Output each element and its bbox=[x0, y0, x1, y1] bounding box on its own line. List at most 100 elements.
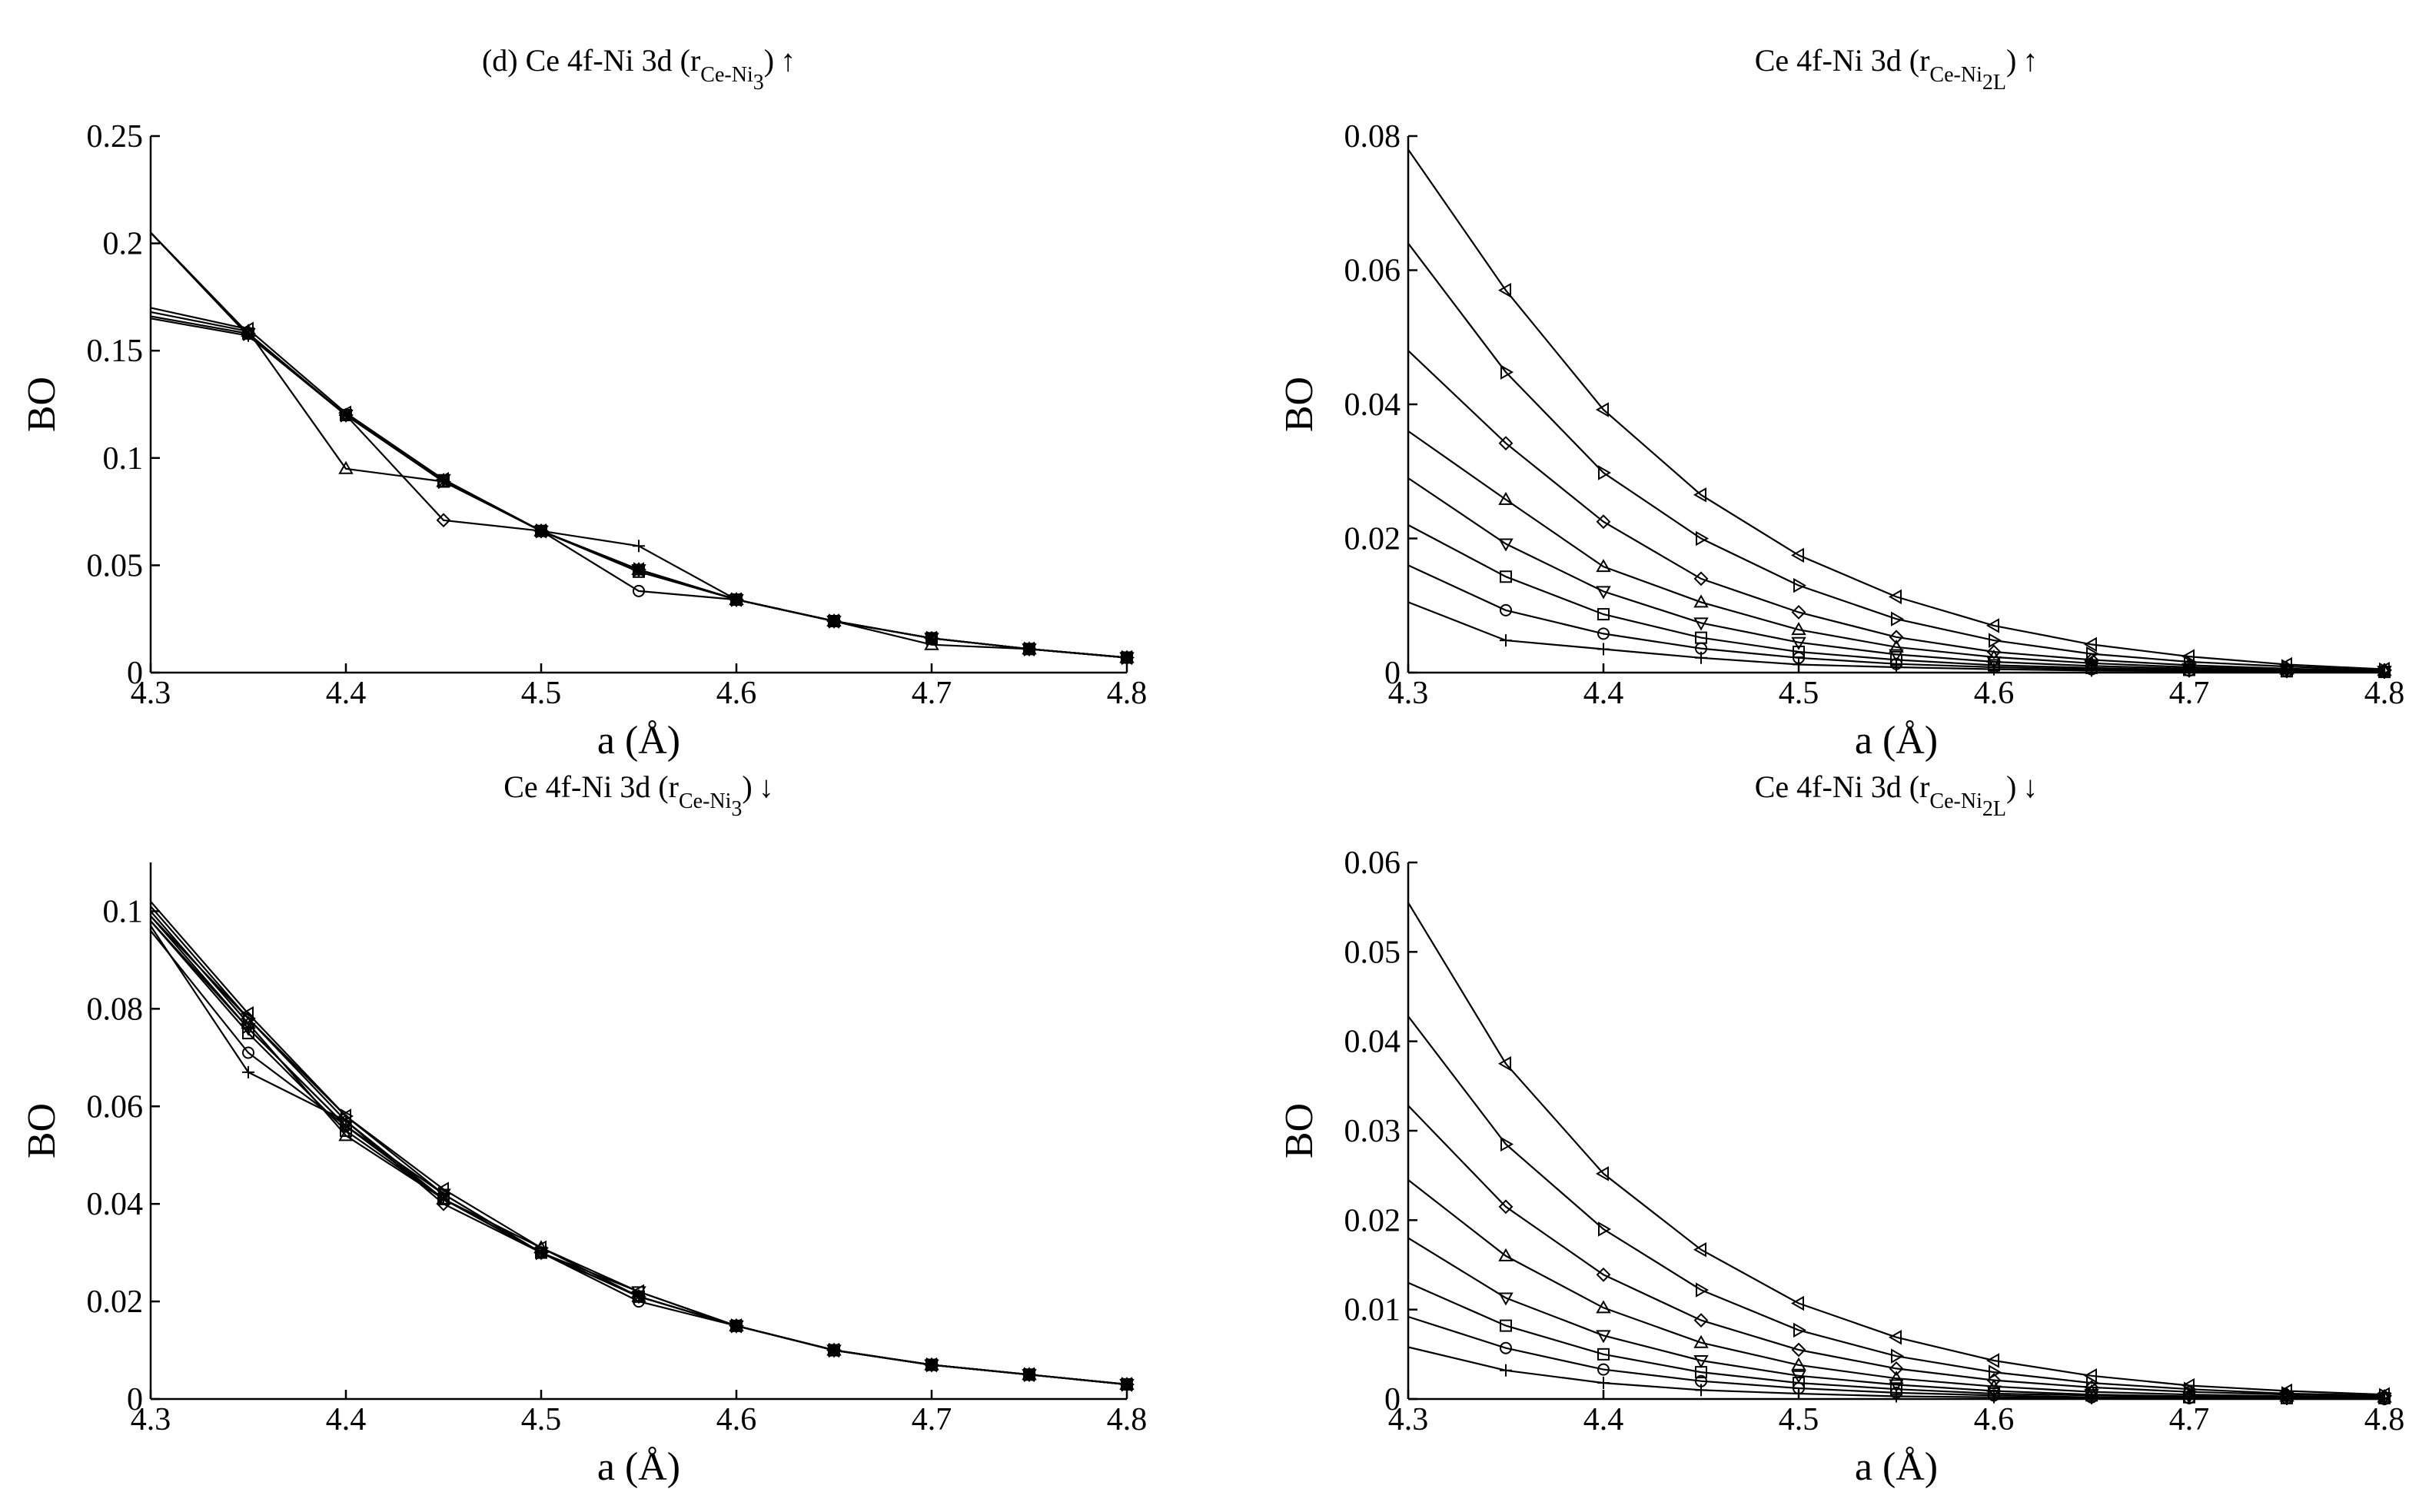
data-point bbox=[828, 1344, 840, 1357]
title-suffix: ) bbox=[742, 769, 752, 804]
y-tick-label: 0.02 bbox=[1344, 522, 1401, 557]
y-tick-label: 0.1 bbox=[103, 894, 144, 929]
series-line bbox=[150, 231, 1128, 659]
data-point bbox=[1597, 608, 1610, 621]
y-tick-label: 0.08 bbox=[87, 992, 144, 1027]
series-line bbox=[1407, 1179, 2385, 1398]
series-line bbox=[150, 311, 1128, 659]
data-point bbox=[1793, 1322, 1807, 1338]
series-s5 bbox=[150, 311, 1135, 663]
data-point bbox=[730, 1319, 743, 1332]
data-point bbox=[1696, 1282, 1710, 1298]
x-tick-label: 4.7 bbox=[912, 676, 952, 711]
series-line bbox=[150, 901, 1128, 1386]
series-line bbox=[150, 930, 1128, 1386]
data-point bbox=[2181, 649, 2195, 664]
data-point bbox=[2083, 1368, 2097, 1384]
x-tick-label: 4.4 bbox=[1583, 1402, 1624, 1437]
data-point bbox=[2086, 646, 2100, 662]
y-tick-label: 0.02 bbox=[1344, 1203, 1401, 1238]
x-tick-label: 4.7 bbox=[2169, 676, 2210, 711]
series-line bbox=[150, 315, 1128, 659]
series-s1 bbox=[150, 925, 1133, 1391]
y-tick-label: 0.06 bbox=[87, 1089, 144, 1125]
data-point bbox=[1985, 618, 1999, 633]
data-point bbox=[1693, 1334, 1709, 1348]
data-point bbox=[1597, 1363, 1610, 1376]
data-point bbox=[535, 1246, 547, 1259]
series-line bbox=[1407, 1015, 2385, 1397]
data-point bbox=[340, 1119, 352, 1132]
data-point bbox=[1889, 649, 1904, 663]
data-point bbox=[1889, 639, 1904, 653]
series-s8 bbox=[1407, 148, 2390, 677]
series-line bbox=[150, 916, 1128, 1386]
data-point bbox=[435, 1181, 449, 1197]
x-axis-label: a (Å) bbox=[1855, 719, 1938, 763]
series-line bbox=[150, 307, 1128, 659]
x-tick-label: 4.5 bbox=[1779, 1402, 1819, 1437]
chart-panel-bottom-right: 4.3 4.4 4.5 4.6 4.7 4.8 0 0.01 0.02 0.03 0.04 0.05 0… bbox=[1278, 769, 2404, 1489]
series-s8 bbox=[1407, 902, 2390, 1402]
y-tick-label: 0.01 bbox=[1344, 1293, 1401, 1328]
y-axis-label: BO bbox=[1278, 377, 1321, 432]
x-axis-label: a (Å) bbox=[1855, 1445, 1938, 1489]
data-point bbox=[1693, 487, 1706, 503]
series-line bbox=[150, 910, 1128, 1386]
x-tick-label: 4.6 bbox=[716, 676, 757, 711]
data-point bbox=[242, 329, 254, 342]
x-tick-label: 4.8 bbox=[2364, 1402, 2405, 1437]
chart-title: (d) Ce 4f-Ni 3d (rCe-Ni3) ↑ bbox=[482, 43, 796, 95]
data-point bbox=[1121, 1377, 1133, 1391]
series-s9 bbox=[150, 231, 1133, 664]
chart-panel-bottom-left: 4.3 4.4 4.5 4.6 4.7 4.8 0 0.02 0.04 0.06 0.08 0.1 a … bbox=[20, 769, 1147, 1489]
data-point bbox=[925, 1358, 938, 1371]
data-point bbox=[1889, 1361, 1904, 1376]
title-suffix: ) bbox=[2006, 43, 2016, 78]
series-line bbox=[1407, 148, 2385, 670]
title-arrow: ↓ bbox=[759, 769, 774, 804]
series-s6 bbox=[150, 231, 1135, 665]
data-point bbox=[1791, 1370, 1806, 1384]
data-point bbox=[2278, 656, 2292, 673]
data-point bbox=[1498, 1199, 1514, 1215]
data-point bbox=[1498, 1292, 1514, 1306]
data-point bbox=[242, 1065, 254, 1078]
series-s9 bbox=[150, 920, 1133, 1391]
x-axis-label: a (Å) bbox=[597, 1445, 680, 1489]
chart-title: Ce 4f-Ni 3d (rCe-Ni2L) ↓ bbox=[1755, 769, 2039, 821]
y-tick-label: 0.1 bbox=[103, 441, 144, 477]
data-point bbox=[2084, 1389, 2099, 1403]
y-tick-label: 0.03 bbox=[1344, 1114, 1401, 1149]
data-point bbox=[1023, 1368, 1035, 1381]
series-s4 bbox=[150, 231, 1135, 666]
y-tick-label: 0.06 bbox=[1344, 254, 1401, 289]
data-point bbox=[2181, 1377, 2195, 1394]
title-prefix: Ce 4f-Ni 3d (r bbox=[1755, 769, 1930, 804]
series-line bbox=[1407, 1105, 2385, 1397]
x-tick-label: 4.6 bbox=[716, 1402, 757, 1437]
data-point bbox=[1598, 1221, 1612, 1237]
series-line bbox=[150, 920, 1128, 1386]
data-point bbox=[1791, 1357, 1806, 1371]
series-line bbox=[150, 231, 1128, 659]
data-point bbox=[242, 1046, 254, 1059]
data-point bbox=[633, 1290, 645, 1303]
title-arrow: ↑ bbox=[2022, 43, 2038, 78]
data-point bbox=[1500, 1319, 1512, 1332]
series-s5 bbox=[1407, 430, 2392, 676]
data-point bbox=[1693, 594, 1709, 608]
series-line bbox=[150, 916, 1128, 1386]
title-prefix: (d) Ce 4f-Ni 3d (r bbox=[482, 43, 700, 78]
data-point bbox=[1793, 645, 1805, 658]
title-subscript: Ce-Ni bbox=[700, 63, 753, 87]
data-point bbox=[437, 1192, 450, 1205]
data-point bbox=[1985, 1353, 1999, 1368]
data-point bbox=[1497, 1056, 1511, 1072]
x-tick-label: 4.5 bbox=[521, 1402, 562, 1437]
x-tick-label: 4.3 bbox=[1388, 1402, 1429, 1437]
y-tick-label: 0 bbox=[127, 1382, 143, 1417]
data-point bbox=[1500, 1364, 1512, 1377]
data-point bbox=[1498, 436, 1514, 451]
